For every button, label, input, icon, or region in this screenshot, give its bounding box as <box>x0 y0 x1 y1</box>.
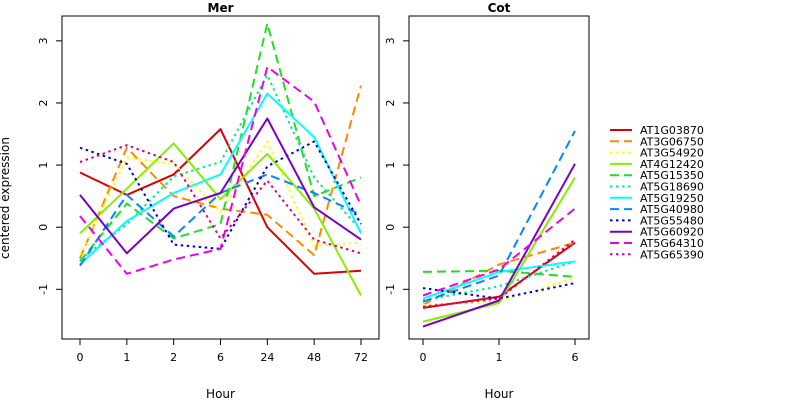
series-line-at5g18690 <box>79 74 362 261</box>
x-tick-label: 0 <box>77 351 84 364</box>
x-tick-label: 1 <box>123 351 130 364</box>
series-line-at4g12420 <box>422 176 576 323</box>
y-tick-label: -1 <box>37 284 50 295</box>
series-line-at5g55480 <box>422 282 576 300</box>
series-line-at5g60920 <box>79 117 362 255</box>
series-line-at3g06750 <box>79 85 362 259</box>
series-line-at3g54920 <box>79 140 362 256</box>
panel-mer: Mer Hour 0 1 2 6 24 48 72 -1 0 1 2 3 <box>37 1 380 400</box>
series-line-at5g60920 <box>422 163 576 328</box>
legend-label: AT5G18690 <box>640 181 704 194</box>
panel-title: Cot <box>488 1 511 15</box>
y-axis-label: centered expression <box>0 137 12 259</box>
series-line-at5g15350 <box>79 22 362 263</box>
y-tick-label: 0 <box>384 224 397 231</box>
x-axis-label: Hour <box>485 387 514 400</box>
legend-label: AT5G15350 <box>640 169 704 182</box>
series-line-at5g18690 <box>422 260 576 302</box>
legend-label: AT3G06750 <box>640 135 704 148</box>
y-tick-label: 0 <box>37 224 50 231</box>
series-line-at5g65390 <box>79 144 362 255</box>
x-tick-label: 6 <box>217 351 224 364</box>
y-tick-label: 3 <box>384 37 397 44</box>
legend-label: AT1G03870 <box>640 124 704 137</box>
y-tick-label: 1 <box>37 162 50 169</box>
panel-title: Mer <box>208 1 234 15</box>
y-tick-label: -1 <box>384 284 397 295</box>
series-line-at5g15350 <box>422 269 576 278</box>
y-tick-label: 2 <box>384 99 397 106</box>
x-tick-label: 24 <box>260 351 274 364</box>
legend-label: AT5G19250 <box>640 192 704 205</box>
series-line-at5g65390 <box>422 238 576 308</box>
series-line-at4g12420 <box>79 142 362 296</box>
x-tick-label: 48 <box>307 351 321 364</box>
legend-label: AT5G55480 <box>640 214 704 227</box>
x-tick-label: 72 <box>354 351 368 364</box>
x-tick-label: 0 <box>420 351 427 364</box>
chart-panels: Mer Hour 0 1 2 6 24 48 72 -1 0 1 2 3 Cot Hour 0 1 6 -1 0 1 2 3 <box>37 1 590 400</box>
legend-label: AT5G64310 <box>640 237 704 250</box>
series-line-at5g64310 <box>79 65 362 275</box>
plot-frame <box>61 15 380 340</box>
series-line-at5g19250 <box>422 260 576 300</box>
series-line-at5g55480 <box>79 140 362 250</box>
legend-label: AT5G60920 <box>640 226 704 239</box>
y-tick-label: 1 <box>384 162 397 169</box>
legend-label: AT5G40980 <box>640 203 704 216</box>
legend-label: AT3G54920 <box>640 147 704 160</box>
series-line-at5g40980 <box>422 130 576 303</box>
legend-label: AT4G12420 <box>640 158 704 171</box>
legend-label: AT5G65390 <box>640 248 704 261</box>
x-axis-label: Hour <box>206 387 235 400</box>
x-tick-label: 2 <box>170 351 177 364</box>
x-tick-label: 6 <box>572 351 579 364</box>
x-tick-label: 1 <box>496 351 503 364</box>
legend: AT1G03870AT3G06750AT3G54920AT4G12420AT5G… <box>610 124 704 261</box>
series-line-at5g64310 <box>422 207 576 297</box>
series-line-at3g06750 <box>422 241 576 306</box>
y-tick-label: 2 <box>37 99 50 106</box>
series-line-at5g19250 <box>79 92 362 266</box>
panel-cot: Cot Hour 0 1 6 -1 0 1 2 3 <box>384 1 590 400</box>
y-tick-label: 3 <box>37 37 50 44</box>
